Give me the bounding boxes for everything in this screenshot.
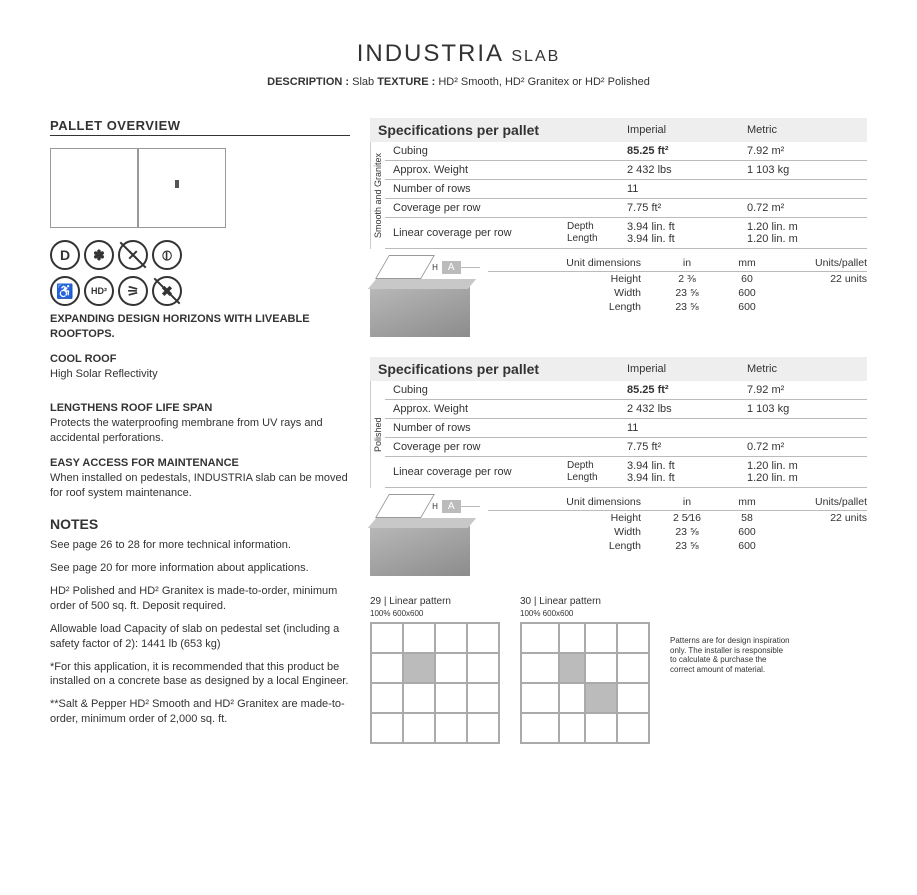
title-sub: SLAB (511, 48, 560, 65)
snowflake-icon: ✽ (84, 240, 114, 270)
pattern-30: 30 | Linear pattern 100% 600x600 (520, 596, 650, 744)
unit-row: Height2 5⁄165822 units (488, 511, 867, 525)
hd2-icon: HD² (84, 276, 114, 306)
unit-row: Width23 ⅝600 (488, 286, 867, 300)
texture-label: TEXTURE : (377, 76, 435, 88)
note-line: HD² Polished and HD² Granitex is made-to… (50, 584, 350, 614)
pattern-title: 30 | Linear pattern (520, 596, 650, 607)
slab-illustration: H A (370, 494, 480, 576)
spec-row: Coverage per row7.75 ft²0.72 m² (385, 199, 867, 218)
slab-illustration: H A (370, 255, 480, 337)
spec-block-smooth: Specifications per pallet Imperial Metri… (370, 118, 867, 337)
pallet-overview-title: PALLET OVERVIEW (50, 118, 350, 136)
description-line: DESCRIPTION : Slab TEXTURE : HD² Smooth,… (50, 76, 867, 88)
lengthens-title: LENGTHENS ROOF LIFE SPAN (50, 401, 350, 416)
easy-title: EASY ACCESS FOR MAINTENANCE (50, 456, 350, 471)
uh-dims: Unit dimensions (488, 496, 657, 508)
title-main: INDUSTRIA (357, 40, 503, 67)
unit-block-1: H A Unit dimensions in mm Units/pallet H… (370, 255, 867, 337)
patterns-section: 29 | Linear pattern 100% 600x600 30 | Li… (370, 596, 867, 744)
col-imperial: Imperial (627, 120, 747, 140)
pattern-grid (370, 622, 500, 744)
pattern-sub: 100% 600x600 (520, 609, 650, 618)
notes-title: NOTES (50, 516, 350, 532)
pallet-box (138, 148, 226, 228)
feature-icons-row2: ♿ HD² ⚞ ✖ (50, 276, 350, 306)
vehicle-icon: ⚞ (118, 276, 148, 306)
uh-mm: mm (717, 257, 777, 269)
col-metric: Metric (747, 120, 867, 140)
spec-title: Specifications per pallet (370, 118, 627, 142)
uh-mm: mm (717, 496, 777, 508)
unit-row: Width23 ⅝600 (488, 525, 867, 539)
note-line: **Salt & Pepper HD² Smooth and HD² Grani… (50, 697, 350, 727)
texture-value: HD² Smooth, HD² Granitex or HD² Polished (438, 76, 650, 88)
spec-row: Approx. Weight2 432 lbs1 103 kg (385, 400, 867, 419)
unit-block-2: H A Unit dimensions in mm Units/pallet H… (370, 494, 867, 576)
note-line: See page 26 to 28 for more technical inf… (50, 538, 350, 553)
notes-body: See page 26 to 28 for more technical inf… (50, 538, 350, 726)
spec-row: Number of rows11 (385, 180, 867, 199)
document-header: INDUSTRIA SLAB DESCRIPTION : Slab TEXTUR… (50, 40, 867, 88)
unit-marker: A (442, 500, 461, 513)
spec-row: Cubing85.25 ft²7.92 m² (385, 142, 867, 161)
headline-text: EXPANDING DESIGN HORIZONS WITH LIVEABLE … (50, 312, 350, 342)
spec-row-linear: Linear coverage per row Depth3.94 lin. f… (385, 218, 867, 249)
spec-title: Specifications per pallet (370, 357, 627, 381)
uh-dims: Unit dimensions (488, 257, 657, 269)
accessible-icon: ♿ (50, 276, 80, 306)
spec-row: Cubing85.25 ft²7.92 m² (385, 381, 867, 400)
left-column: PALLET OVERVIEW D ✽ ✕ ⦶ ♿ HD² ⚞ ✖ EXPAND… (50, 118, 350, 744)
pattern-title: 29 | Linear pattern (370, 596, 500, 607)
easy-text: When installed on pedestals, INDUSTRIA s… (50, 472, 348, 499)
no-dig-icon: ✕ (118, 240, 148, 270)
uh-upp: Units/pallet (777, 496, 867, 508)
side-label: Smooth and Granitex (370, 142, 385, 249)
coolroof-title: COOL ROOF (50, 352, 350, 367)
pattern-note: Patterns are for design inspiration only… (670, 636, 790, 744)
icon-d: D (50, 240, 80, 270)
col-metric: Metric (747, 359, 867, 379)
pallet-box (50, 148, 138, 228)
pallet-diagram (50, 148, 350, 228)
unit-row: Height2 ⅜6022 units (488, 272, 867, 286)
product-title: INDUSTRIA SLAB (50, 40, 867, 68)
uh-in: in (657, 257, 717, 269)
spec-row: Coverage per row7.75 ft²0.72 m² (385, 438, 867, 457)
spec-block-polished: Specifications per pallet Imperial Metri… (370, 357, 867, 576)
no-pedestrian-icon: ✖ (152, 276, 182, 306)
uh-upp: Units/pallet (777, 257, 867, 269)
spec-row: Number of rows11 (385, 419, 867, 438)
footprint-icon: ⦶ (152, 240, 182, 270)
feature-icons-row1: D ✽ ✕ ⦶ (50, 240, 350, 270)
col-imperial: Imperial (627, 359, 747, 379)
pattern-29: 29 | Linear pattern 100% 600x600 (370, 596, 500, 744)
note-line: Allowable load Capacity of slab on pedes… (50, 622, 350, 652)
coolroof-text: High Solar Reflectivity (50, 368, 158, 380)
spec-row: Approx. Weight2 432 lbs1 103 kg (385, 161, 867, 180)
spec-row-linear: Linear coverage per row Depth3.94 lin. f… (385, 457, 867, 488)
desc-label: DESCRIPTION : (267, 76, 349, 88)
pattern-sub: 100% 600x600 (370, 609, 500, 618)
note-line: See page 20 for more information about a… (50, 561, 350, 576)
desc-value: Slab (352, 76, 374, 88)
unit-row: Length23 ⅝600 (488, 300, 867, 314)
right-column: Specifications per pallet Imperial Metri… (370, 118, 867, 744)
unit-marker: A (442, 261, 461, 274)
note-line: *For this application, it is recommended… (50, 660, 350, 690)
unit-row: Length23 ⅝600 (488, 539, 867, 553)
pattern-grid (520, 622, 650, 744)
uh-in: in (657, 496, 717, 508)
side-label: Polished (370, 381, 385, 488)
lengthens-text: Protects the waterproofing membrane from… (50, 417, 323, 444)
